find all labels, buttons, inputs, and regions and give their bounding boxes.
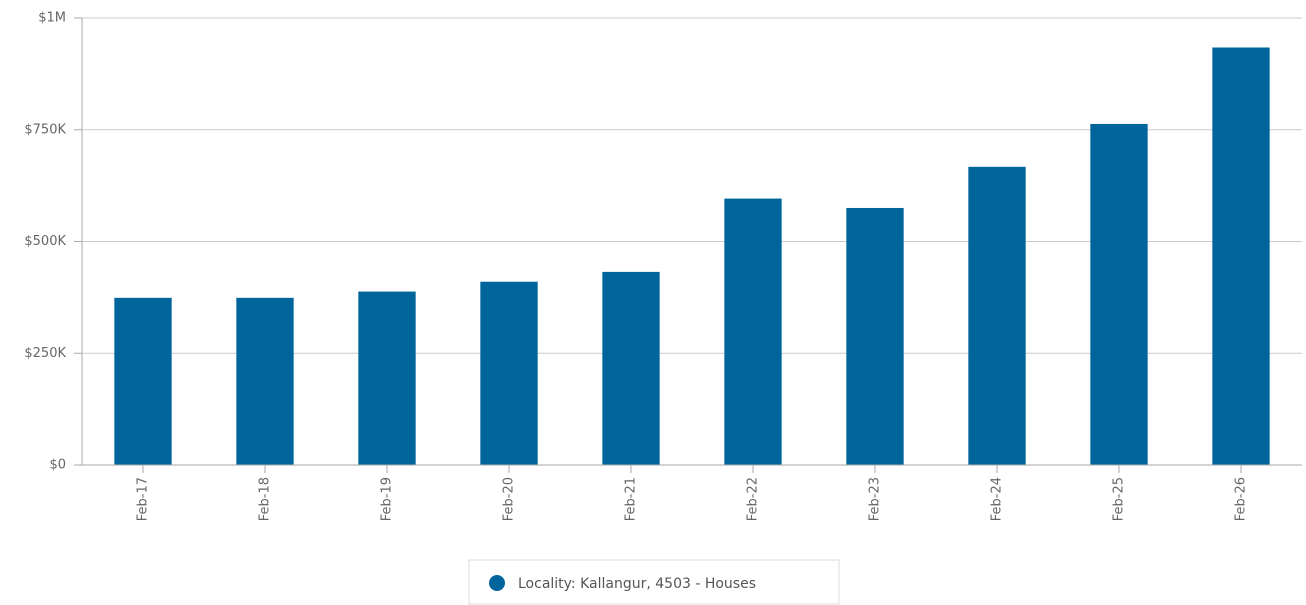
x-tick-label: Feb-24 (990, 477, 1005, 521)
y-tick-label: $1M (38, 11, 66, 26)
x-tick-label: Feb-19 (380, 477, 395, 521)
x-tick-label: Feb-17 (136, 477, 151, 521)
x-tick-label: Feb-26 (1234, 477, 1249, 521)
y-tick-label: $750K (24, 122, 66, 137)
legend-marker (489, 575, 505, 591)
bar (236, 297, 294, 465)
bar (846, 207, 904, 465)
legend-box (468, 559, 840, 605)
x-tick-label: Feb-18 (258, 477, 273, 521)
legend-label: Locality: Kallangur, 4503 - Houses (518, 576, 756, 592)
x-tick-label: Feb-23 (868, 477, 883, 521)
bar (480, 281, 538, 465)
x-tick-label: Feb-21 (624, 477, 639, 521)
bar (968, 166, 1026, 465)
bar (602, 271, 660, 465)
y-tick-label: $250K (24, 346, 66, 361)
y-tick-label: $500K (24, 234, 66, 249)
x-tick-label: Feb-20 (502, 477, 517, 521)
y-tick-label: $0 (49, 458, 66, 473)
bar (114, 297, 172, 465)
x-tick-label: Feb-25 (1112, 477, 1127, 521)
bar (1212, 47, 1270, 465)
bar (724, 198, 782, 465)
x-tick-label: Feb-22 (746, 477, 761, 521)
bar (358, 291, 416, 465)
bar (1090, 123, 1148, 466)
